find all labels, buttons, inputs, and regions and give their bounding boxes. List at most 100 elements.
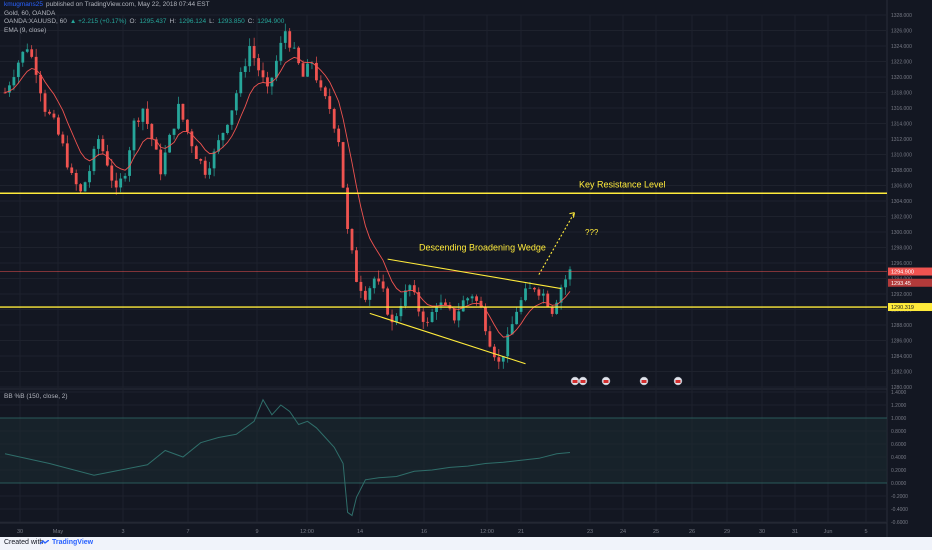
- projection-arrowhead-icon: [569, 212, 575, 218]
- wedge-upper-line: [387, 258, 562, 290]
- candle-body: [310, 62, 314, 64]
- candle-body: [8, 85, 11, 93]
- candle-body: [172, 128, 176, 135]
- candle-body: [110, 165, 114, 181]
- candle-body: [528, 287, 532, 289]
- candle-body: [341, 142, 345, 188]
- y-tick-label: 1320.000: [891, 75, 912, 81]
- candle-body: [457, 311, 461, 321]
- candle-body: [145, 108, 149, 125]
- candle-body: [34, 56, 38, 75]
- tradingview-logo-icon: [40, 540, 49, 545]
- candle-body: [510, 324, 514, 335]
- candle-body: [150, 124, 154, 140]
- candle-body: [83, 182, 87, 192]
- bb-y-tick-label: -0.2000: [891, 494, 908, 500]
- candle-body: [506, 334, 510, 357]
- candle-body: [221, 132, 225, 141]
- candle-body: [484, 307, 487, 332]
- candle-body: [3, 92, 7, 94]
- candle-body: [274, 60, 278, 78]
- candle-body: [323, 87, 327, 97]
- candle-body: [266, 77, 269, 87]
- candle-body: [292, 47, 296, 49]
- x-tick-label: 3: [121, 529, 124, 535]
- chart-svg[interactable]: 1280.000 1282.000 1284.000 1286.000 1288.000…: [0, 0, 932, 537]
- bb-y-tick-label: 0.0000: [891, 481, 907, 487]
- support-price-tag-bg: [888, 303, 932, 312]
- x-tick-label: 24: [620, 529, 626, 535]
- candle-body: [395, 316, 398, 323]
- x-tick-label: 23: [587, 529, 593, 535]
- candle-body: [52, 113, 56, 118]
- tradingview-brand[interactable]: TradingView: [52, 539, 94, 546]
- candle-body: [199, 159, 203, 161]
- x-tick-label: 5: [864, 529, 867, 535]
- candle-body: [363, 290, 367, 300]
- y-tick-label: 1314.000: [891, 122, 912, 128]
- candle-body: [226, 124, 229, 133]
- x-tick-label: 7: [186, 529, 189, 535]
- bb-y-tick-label: 1.0000: [891, 416, 907, 422]
- candle-body: [154, 139, 158, 150]
- candle-body: [381, 281, 385, 289]
- candle-body: [497, 357, 501, 362]
- wedge-lower-line: [369, 312, 526, 365]
- candle-body: [74, 172, 78, 185]
- publisher-user[interactable]: kmugmans25: [4, 1, 44, 8]
- support-price-tag: 1290.319: [891, 305, 914, 311]
- x-tick-label: 30: [17, 529, 23, 535]
- ema-legend[interactable]: EMA (9, close): [4, 27, 47, 34]
- x-tick-label: 21: [518, 529, 524, 535]
- candle-body: [12, 77, 16, 86]
- x-tick-label: 16: [421, 529, 427, 535]
- candle-body: [159, 149, 163, 175]
- question-label: ???: [585, 228, 599, 237]
- x-tick-label: 26: [689, 529, 695, 535]
- candle-body: [350, 229, 354, 251]
- bb-legend[interactable]: BB %B (150, close, 2): [4, 393, 68, 400]
- candle-body: [88, 171, 91, 183]
- candle-body: [257, 58, 260, 71]
- candle-body: [181, 103, 185, 120]
- candle-body: [186, 119, 189, 132]
- y-tick-label: 1312.000: [891, 137, 912, 143]
- candle-body: [306, 63, 309, 77]
- ticker: OANDA:XAUUSD, 60: [4, 18, 67, 25]
- candle-body: [541, 293, 545, 296]
- candle-body: [444, 302, 447, 305]
- candle-body: [435, 306, 438, 313]
- candle-body: [137, 120, 140, 122]
- publish-line: kmugmans25 published on TradingView.com, …: [4, 1, 213, 8]
- candle-body: [319, 80, 323, 88]
- candle-body: [515, 311, 519, 325]
- candle-body: [368, 288, 372, 300]
- candle-body: [141, 108, 145, 122]
- candle-body: [163, 152, 167, 175]
- wedge-label: Descending Broadening Wedge: [419, 243, 546, 253]
- candle-body: [492, 346, 496, 358]
- y-tick-label: 1322.000: [891, 60, 912, 66]
- candle-body: [39, 74, 42, 94]
- candle-body: [283, 31, 287, 43]
- bb-y-tick-label: 0.8000: [891, 429, 907, 435]
- candle-body: [475, 296, 478, 301]
- candle-body: [421, 311, 425, 322]
- candle-body: [519, 300, 523, 312]
- candle-body: [261, 70, 265, 78]
- x-tick-label: 25: [653, 529, 659, 535]
- candle-body: [230, 110, 234, 125]
- candle-body: [43, 93, 47, 112]
- bb-y-tick-label: 1.4000: [891, 390, 907, 396]
- y-tick-label: 1326.000: [891, 29, 912, 35]
- ohlc-line: OANDA:XAUUSD, 60 ▲ +2.215 (+0.17%) O: 1295.…: [4, 18, 287, 25]
- candle-body: [439, 302, 443, 307]
- candle-body: [177, 103, 180, 129]
- candle-body: [537, 289, 541, 296]
- bb-y-tick-label: -0.4000: [891, 507, 908, 513]
- candle-body: [97, 139, 100, 149]
- last-price-tag: 1294.900: [891, 270, 914, 276]
- candle-body: [430, 312, 434, 322]
- y-tick-label: 1300.000: [891, 230, 912, 236]
